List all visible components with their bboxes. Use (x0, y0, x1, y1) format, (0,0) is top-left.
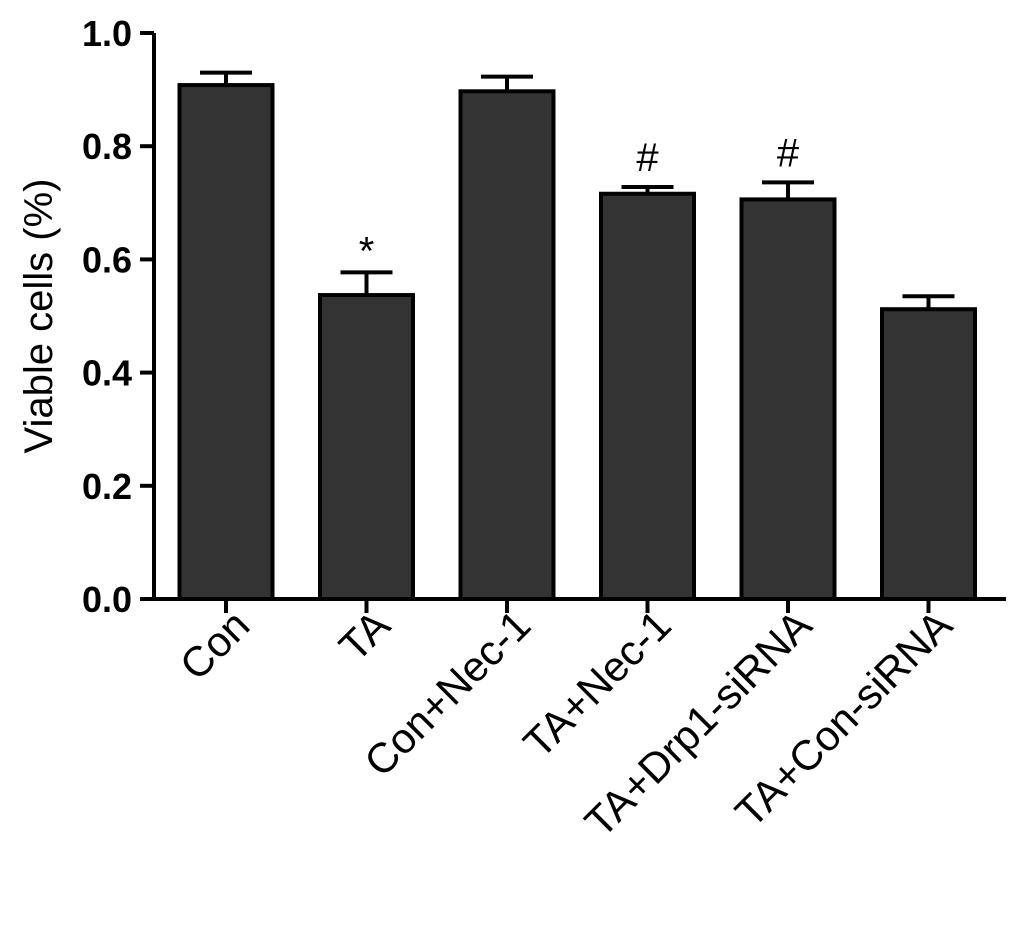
x-tick-label: Con (171, 601, 259, 689)
significance-marker: * (359, 229, 375, 273)
y-tick-label: 0.6 (82, 239, 132, 280)
significance-marker: # (636, 136, 659, 180)
bar (177, 83, 275, 601)
y-tick-label: 0.4 (82, 353, 132, 394)
axes (140, 31, 1006, 613)
bars (177, 70, 977, 602)
bar (880, 307, 977, 601)
y-tick-label: 0.0 (82, 579, 132, 620)
y-tick-label: 0.2 (82, 466, 132, 507)
y-axis-title: Viable cells (%) (17, 179, 61, 454)
bar (458, 89, 556, 601)
significance-marker: # (777, 131, 800, 175)
y-tick-label: 1.0 (82, 13, 132, 54)
bar (739, 197, 837, 602)
bar (318, 293, 415, 601)
x-tick-label: TA (330, 601, 399, 670)
bar (599, 191, 696, 602)
y-tick-label: 0.8 (82, 126, 132, 167)
